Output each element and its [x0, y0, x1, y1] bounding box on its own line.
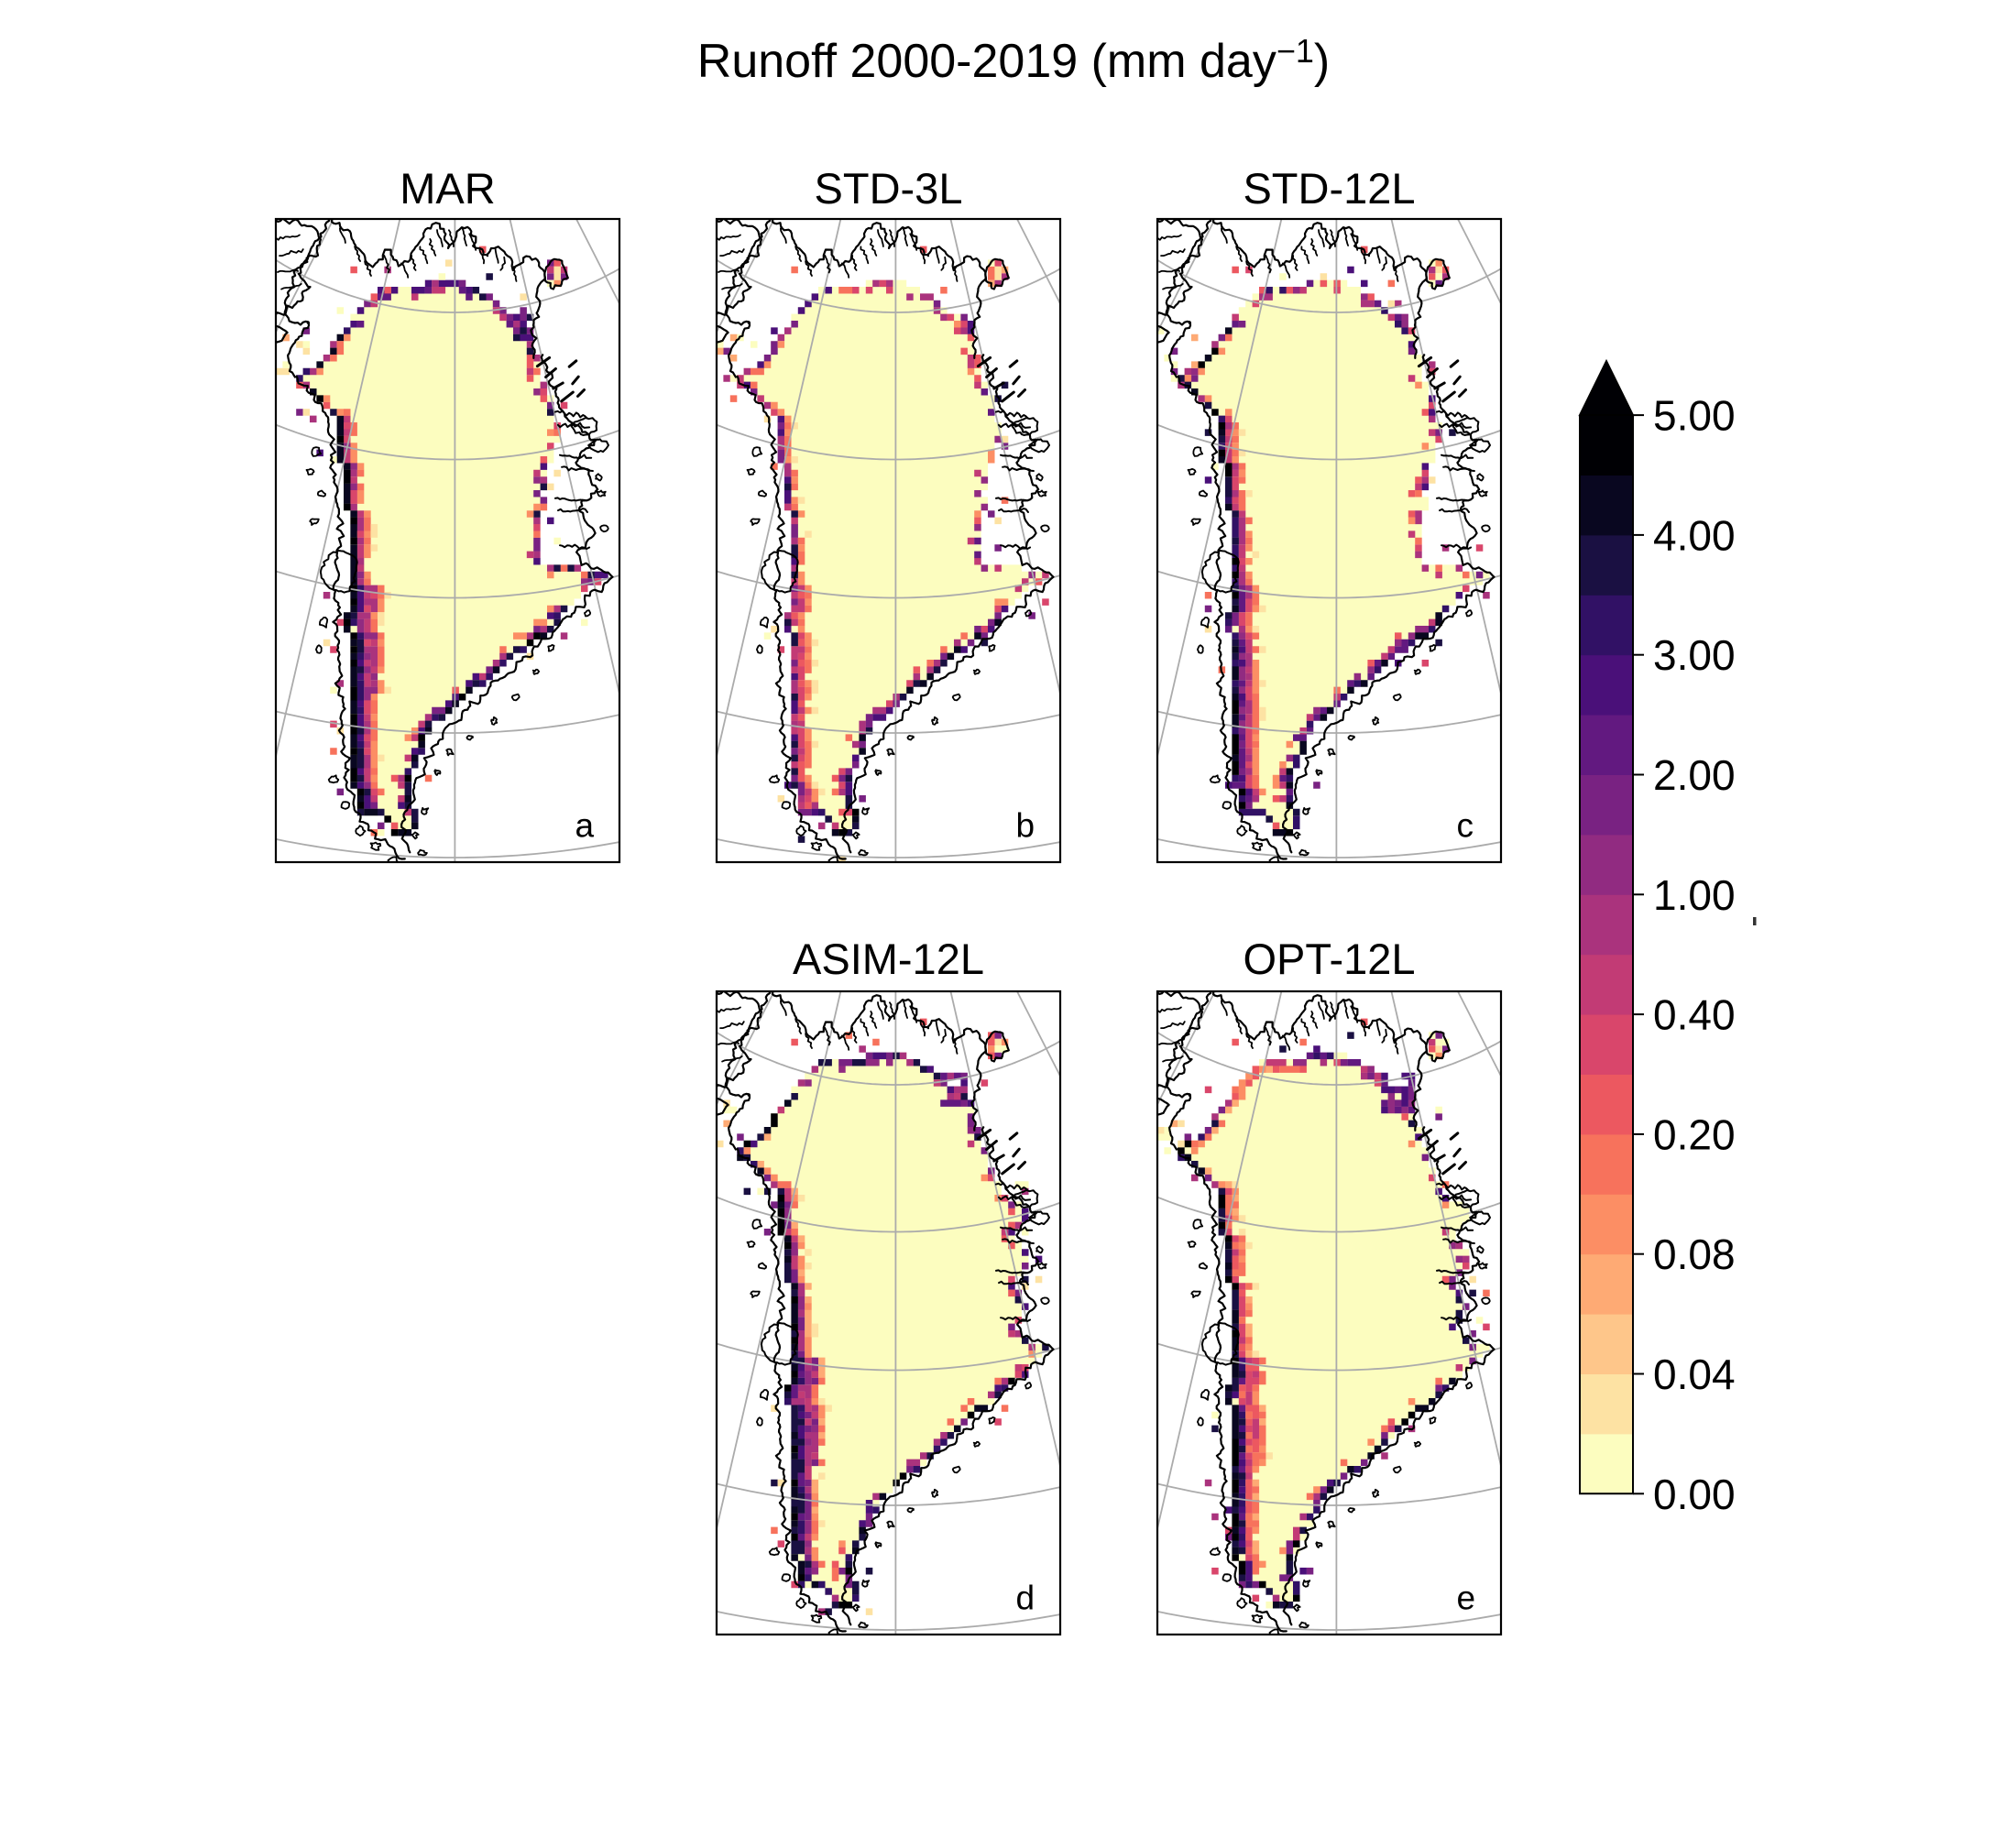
svg-text:STD-12L: STD-12L [1243, 164, 1415, 213]
svg-text:e: e [1457, 1580, 1476, 1617]
svg-text:MAR: MAR [400, 164, 495, 213]
svg-text:0.40: 0.40 [1653, 991, 1736, 1039]
svg-text:Runoff 2000-2019 (mm day−1): Runoff 2000-2019 (mm day−1) [697, 32, 1330, 88]
svg-text:OPT-12L: OPT-12L [1243, 935, 1415, 983]
svg-text:4.00: 4.00 [1653, 511, 1736, 559]
svg-text:a: a [575, 807, 595, 845]
svg-text:ASIM-12L: ASIM-12L [793, 935, 984, 983]
svg-text:0.04: 0.04 [1653, 1350, 1736, 1398]
svg-text:0.20: 0.20 [1653, 1110, 1736, 1158]
svg-text:2.00: 2.00 [1653, 751, 1736, 799]
svg-text:3.00: 3.00 [1653, 631, 1736, 679]
svg-text:d: d [1016, 1580, 1035, 1617]
svg-text:c: c [1457, 807, 1474, 845]
svg-text:0.00: 0.00 [1653, 1471, 1736, 1518]
svg-text:STD-3L: STD-3L [815, 164, 963, 213]
svg-text:b: b [1016, 807, 1035, 845]
svg-text:0.08: 0.08 [1653, 1230, 1736, 1278]
svg-text:5.00: 5.00 [1653, 392, 1736, 440]
svg-text:1.00: 1.00 [1653, 871, 1736, 919]
